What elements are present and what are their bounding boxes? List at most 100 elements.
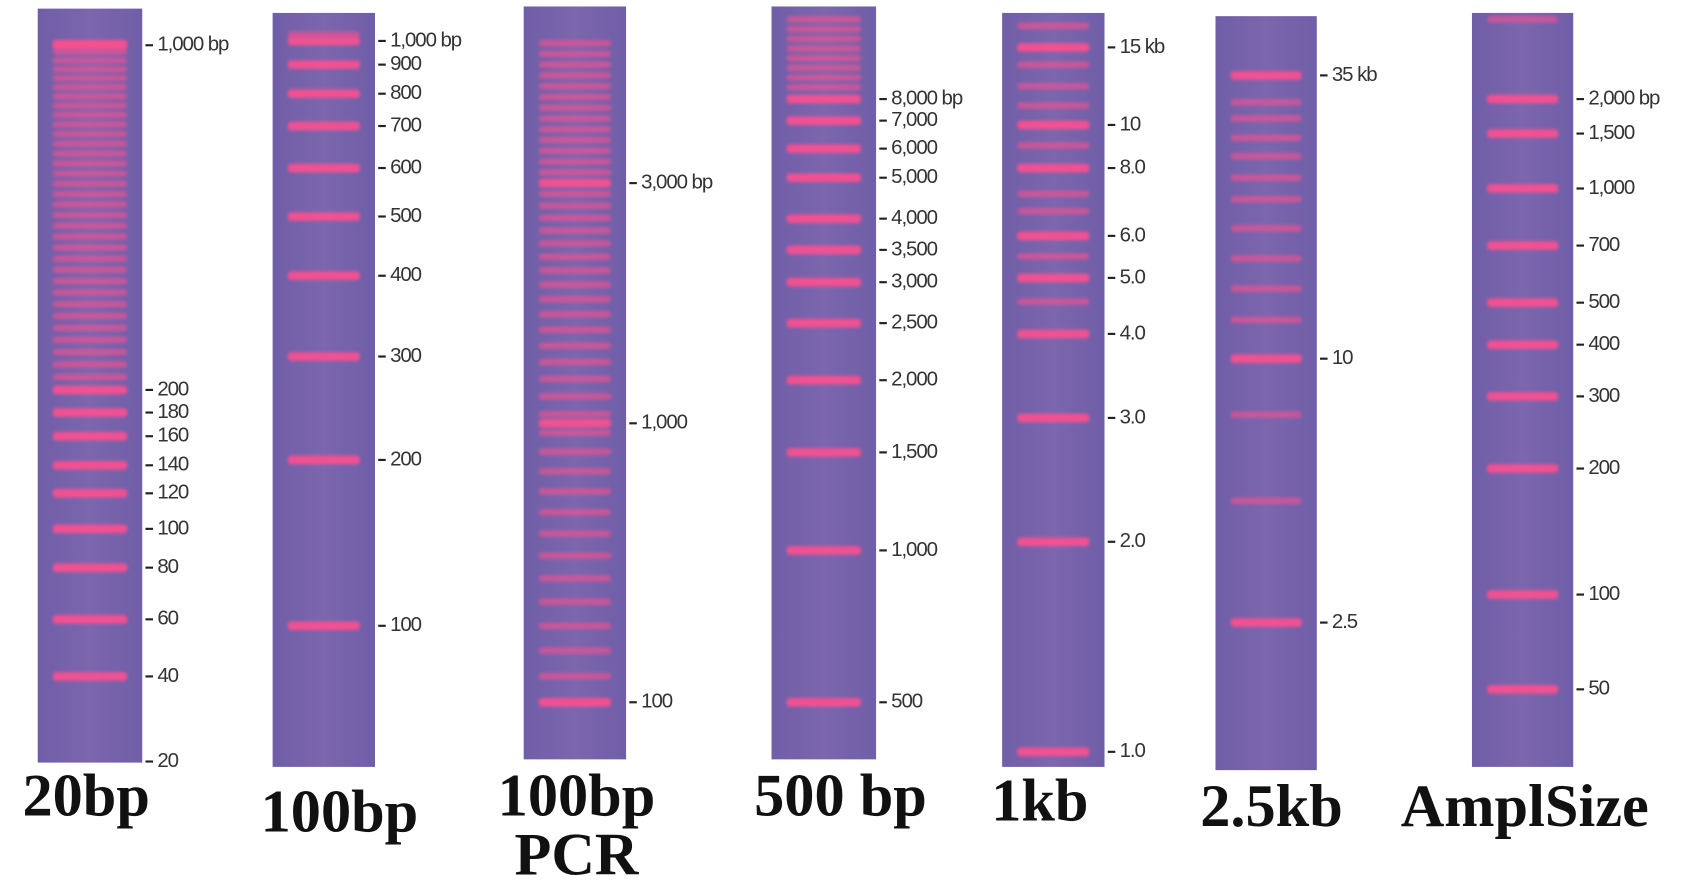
lane-subtitle: PCR (514, 822, 639, 880)
band (538, 296, 611, 303)
size-label: 2.0 (1120, 529, 1146, 552)
band (786, 245, 861, 255)
size-label: 900 (390, 52, 422, 75)
band (287, 621, 360, 631)
band (538, 202, 611, 209)
band (52, 289, 128, 296)
band (1487, 129, 1559, 138)
lane: 35 kb 10 2.5 2.5kb (1200, 16, 1378, 840)
band (538, 697, 611, 707)
size-label: 10 (1332, 346, 1353, 369)
band (52, 233, 128, 240)
band (52, 57, 128, 64)
band (786, 144, 861, 153)
lane-title: 100bp (261, 779, 419, 846)
size-label: 10 (1120, 112, 1141, 135)
band (538, 311, 611, 318)
size-label: 100 (390, 613, 422, 636)
size-label: 200 (157, 377, 189, 400)
size-label: 140 (157, 453, 189, 476)
band (1230, 354, 1302, 363)
band (52, 83, 128, 91)
band (538, 530, 611, 537)
band (52, 222, 128, 229)
band (786, 84, 861, 91)
band (1230, 285, 1302, 292)
band (287, 212, 360, 221)
gel-lane (272, 12, 375, 767)
band (52, 385, 128, 395)
band (1017, 207, 1090, 215)
band (52, 361, 128, 368)
band (538, 93, 611, 101)
size-label: 50 (1588, 677, 1609, 700)
lane-title: 100bp (498, 762, 656, 829)
band (1017, 82, 1090, 90)
size-label: 1,000 bp (157, 33, 229, 56)
band (538, 82, 611, 90)
band (538, 126, 611, 133)
band (538, 326, 611, 333)
band (538, 147, 611, 155)
size-label: 3,000 bp (641, 171, 713, 194)
band (1487, 241, 1559, 250)
band (786, 25, 861, 33)
band (538, 169, 611, 176)
band (1230, 618, 1302, 627)
band (786, 94, 861, 104)
band (538, 468, 611, 475)
band (538, 647, 611, 654)
band (786, 173, 861, 183)
band (1230, 225, 1302, 232)
band (52, 93, 128, 100)
band (538, 575, 611, 582)
band (52, 348, 128, 356)
lane-title: 1kb (991, 768, 1088, 835)
size-label: 35 kb (1332, 63, 1377, 86)
band (52, 66, 128, 73)
band (538, 136, 611, 144)
size-label: 160 (157, 424, 189, 447)
size-label: 6,000 (891, 136, 938, 159)
band (52, 615, 128, 624)
size-label: 120 (157, 481, 189, 504)
band (538, 418, 611, 428)
size-label: 700 (390, 113, 422, 136)
band (1017, 231, 1090, 241)
size-label: 100 (641, 690, 673, 713)
band (1017, 747, 1090, 757)
band (1017, 61, 1090, 68)
band (786, 45, 861, 52)
band (1017, 163, 1090, 173)
band (52, 255, 128, 262)
band (52, 489, 128, 498)
band (287, 121, 360, 131)
band (538, 448, 611, 455)
band (52, 180, 128, 188)
band (538, 509, 611, 516)
band (52, 461, 128, 470)
size-label: 5.0 (1120, 265, 1146, 288)
band (538, 281, 611, 288)
band (287, 455, 360, 465)
band (538, 552, 611, 559)
band (1017, 329, 1090, 339)
band (538, 178, 611, 188)
band (538, 488, 611, 495)
size-label: 300 (390, 344, 422, 367)
size-label: 500 (1588, 290, 1620, 313)
band (1487, 94, 1559, 104)
band (52, 373, 128, 381)
size-label: 3,500 (891, 237, 938, 260)
band (52, 524, 128, 534)
size-label: 40 (157, 664, 178, 687)
lane-title: 500 bp (754, 762, 927, 829)
size-label: 20 (157, 749, 178, 772)
band (538, 253, 611, 261)
gel-lane (1215, 16, 1317, 771)
band (538, 598, 611, 606)
size-label: 200 (390, 447, 422, 470)
size-label: 60 (157, 607, 178, 630)
band (1487, 464, 1559, 473)
band (52, 312, 128, 320)
